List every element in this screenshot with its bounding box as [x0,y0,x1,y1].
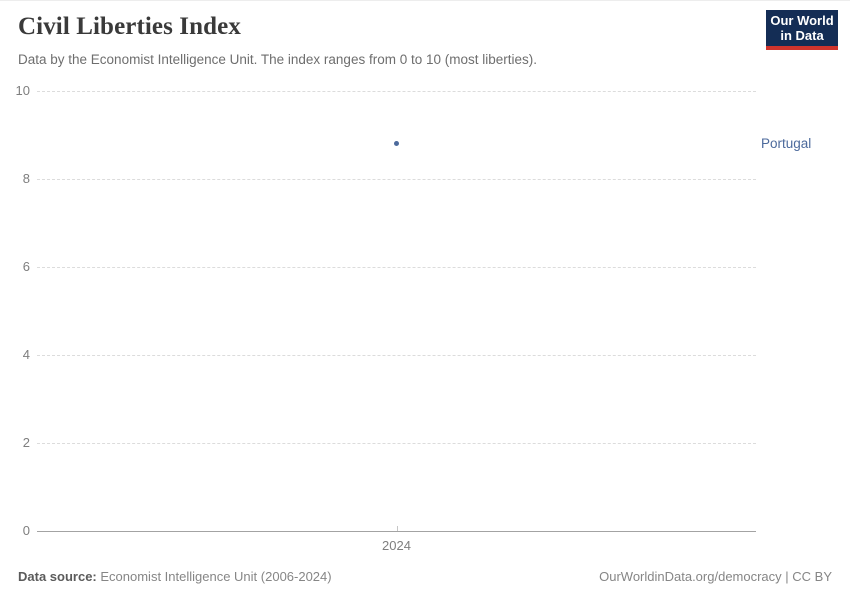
x-tick-mark [396,526,398,531]
x-axis-line [37,531,756,532]
data-source: Data source: Economist Intelligence Unit… [18,569,332,584]
y-gridline [37,91,756,92]
y-gridline [37,179,756,180]
y-tick-label: 8 [22,171,30,186]
y-tick-label: 4 [22,347,30,362]
y-tick-label: 6 [22,259,30,274]
y-tick-label: 2 [22,435,30,450]
chart-subtitle: Data by the Economist Intelligence Unit.… [18,52,537,67]
chart-title: Civil Liberties Index [18,13,241,40]
y-gridline [37,443,756,444]
y-tick-label: 0 [22,523,30,538]
top-border [0,0,850,1]
y-tick-label: 10 [15,83,30,98]
owid-logo-line2: in Data [780,28,824,43]
owid-logo-line1: Our World [770,13,834,28]
footer-rights-link[interactable]: OurWorldinData.org/democracy | CC BY [599,569,832,584]
y-gridline [37,355,756,356]
y-gridline [37,267,756,268]
chart-footer: Data source: Economist Intelligence Unit… [18,569,832,584]
x-tick-label: 2024 [382,538,411,553]
data-source-value: Economist Intelligence Unit (2006-2024) [96,569,332,584]
data-point-portugal[interactable] [394,141,399,147]
data-source-label: Data source: [18,569,97,584]
series-label-portugal[interactable]: Portugal [761,136,812,152]
owid-logo[interactable]: Our World in Data [766,10,838,50]
